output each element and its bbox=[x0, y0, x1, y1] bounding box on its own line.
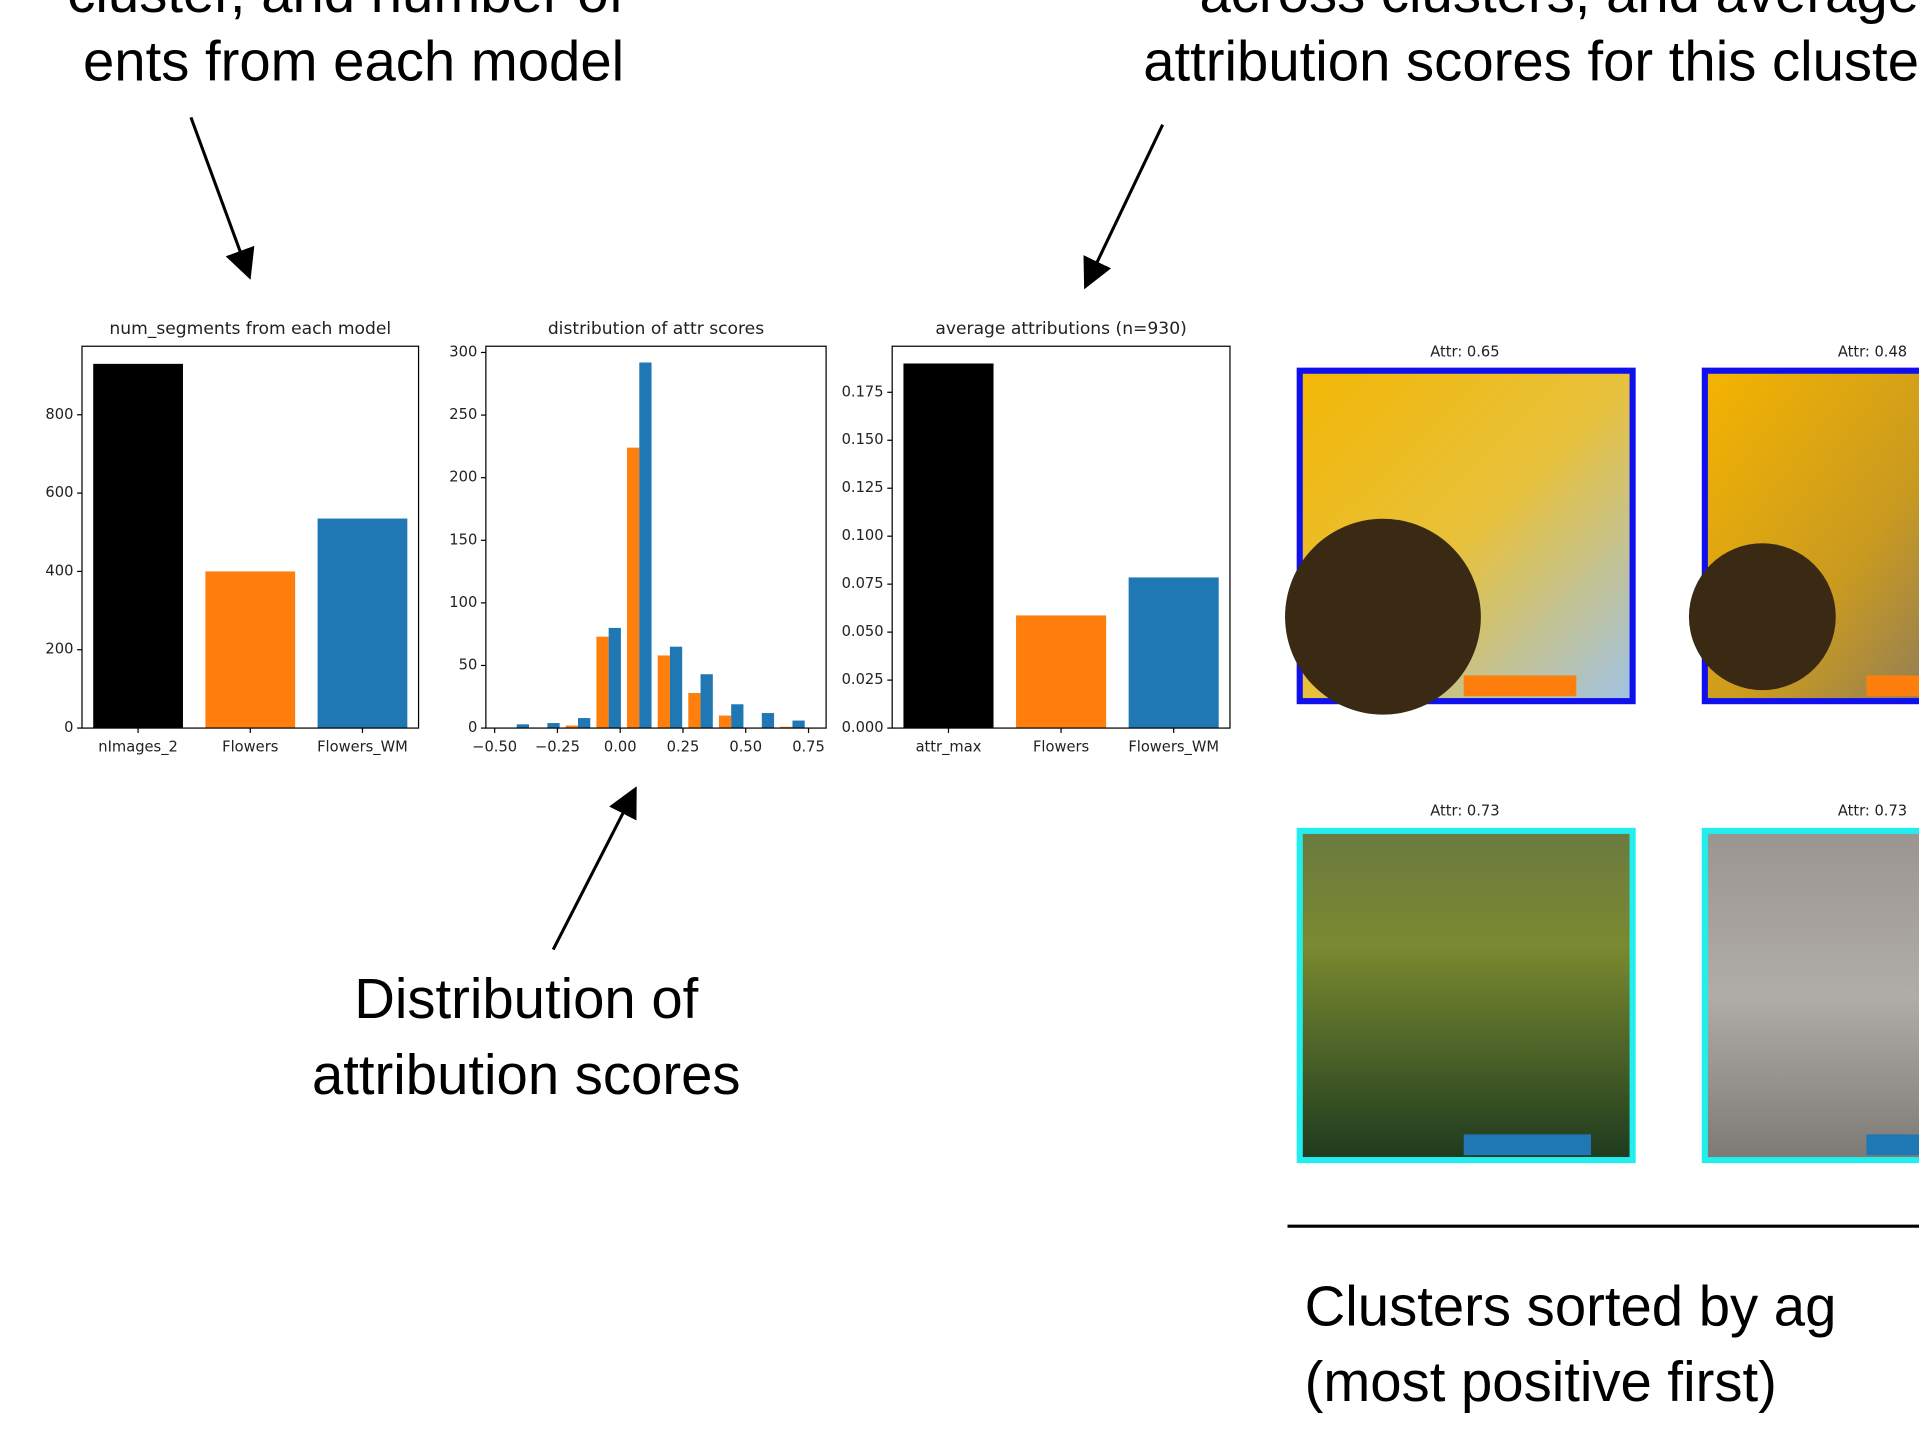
bar bbox=[657, 655, 670, 729]
annotation: across clusters, and average bbox=[1199, 0, 1919, 24]
annotation: (most positive first) bbox=[1305, 1350, 1777, 1413]
y-tick-label: 300 bbox=[449, 343, 477, 360]
tile-title: Attr: 0.65 bbox=[1430, 343, 1499, 360]
tile-indicator bbox=[1866, 1134, 1919, 1156]
bar bbox=[578, 718, 591, 729]
y-tick-label: 0.025 bbox=[842, 671, 884, 688]
x-tick-label: −0.25 bbox=[535, 739, 580, 756]
arrow bbox=[551, 786, 637, 951]
x-tick-label: 0.00 bbox=[604, 739, 637, 756]
tile-title: Attr: 0.73 bbox=[1430, 802, 1499, 819]
bar bbox=[1016, 615, 1107, 729]
bar bbox=[565, 725, 579, 729]
tile-image bbox=[1701, 827, 1919, 1164]
x-tick-label: Flowers_WM bbox=[1128, 739, 1219, 756]
x-tick-label: 0.50 bbox=[729, 739, 762, 756]
bar bbox=[780, 726, 793, 729]
bar bbox=[700, 674, 713, 729]
y-tick-label: 200 bbox=[449, 469, 477, 486]
chart-title: distribution of attr scores bbox=[548, 319, 764, 339]
bar bbox=[608, 627, 621, 729]
annotation: Distribution of bbox=[354, 967, 698, 1030]
tile-title: Attr: 0.48 bbox=[1838, 343, 1907, 360]
axes-frame bbox=[485, 345, 827, 729]
arrows bbox=[189, 116, 1919, 1228]
y-tick-label: 0.150 bbox=[842, 431, 884, 448]
y-tick-label: 0.000 bbox=[842, 719, 884, 736]
bar bbox=[317, 518, 408, 729]
annotation: ents from each model bbox=[83, 30, 624, 93]
x-tick-label: Flowers bbox=[222, 739, 278, 756]
bar bbox=[761, 713, 775, 729]
y-tick-label: 100 bbox=[449, 594, 477, 611]
bar bbox=[718, 715, 732, 729]
tile-detail bbox=[1285, 518, 1481, 715]
chart-title: num_segments from each model bbox=[109, 319, 391, 339]
bar bbox=[639, 362, 652, 729]
tile-indicator bbox=[1866, 675, 1919, 697]
annotation: cluster, and number of bbox=[67, 0, 624, 24]
y-tick-label: 250 bbox=[449, 406, 477, 423]
tile-indicator bbox=[1463, 675, 1577, 697]
bar bbox=[547, 723, 560, 729]
annotation: attribution scores bbox=[312, 1043, 741, 1106]
x-tick-label: Flowers_WM bbox=[317, 739, 408, 756]
tile-indicator bbox=[1463, 1134, 1592, 1156]
x-tick-label: nImages_2 bbox=[98, 739, 178, 756]
annotation: attribution scores for this cluste bbox=[1143, 30, 1919, 93]
tile-title: Attr: 0.73 bbox=[1838, 802, 1907, 819]
y-tick-label: 0.050 bbox=[842, 623, 884, 640]
y-tick-label: 800 bbox=[45, 406, 73, 423]
x-tick-label: Flowers bbox=[1033, 739, 1089, 756]
x-tick-label: 0.75 bbox=[792, 739, 825, 756]
tile-detail bbox=[1688, 543, 1836, 691]
bar bbox=[792, 720, 805, 729]
tile-image bbox=[1296, 827, 1636, 1164]
bar bbox=[731, 704, 744, 729]
annotation: Clusters sorted by ag bbox=[1305, 1274, 1837, 1337]
bar bbox=[596, 636, 609, 729]
y-tick-label: 0.075 bbox=[842, 575, 884, 592]
y-tick-label: 0.100 bbox=[842, 527, 884, 544]
y-tick-label: 600 bbox=[45, 484, 73, 501]
y-tick-label: 50 bbox=[459, 656, 478, 673]
x-tick-label: 0.25 bbox=[667, 739, 700, 756]
bar bbox=[688, 693, 701, 729]
y-tick-label: 0 bbox=[64, 719, 73, 736]
bar bbox=[669, 646, 683, 729]
bar bbox=[1128, 577, 1219, 729]
y-tick-label: 0.125 bbox=[842, 479, 884, 496]
bar bbox=[205, 571, 296, 729]
axes-frame bbox=[81, 345, 420, 729]
x-tick-label: attr_max bbox=[916, 739, 982, 756]
chart-title: average attributions (n=930) bbox=[935, 319, 1186, 339]
y-tick-label: 200 bbox=[45, 641, 73, 658]
axes-frame bbox=[891, 345, 1231, 729]
y-tick-label: 400 bbox=[45, 562, 73, 579]
y-tick-label: 150 bbox=[449, 531, 477, 548]
bar bbox=[903, 363, 994, 729]
x-tick-label: −0.50 bbox=[472, 739, 517, 756]
y-tick-label: 0.175 bbox=[842, 383, 884, 400]
bar bbox=[627, 447, 640, 729]
tiles bbox=[1285, 367, 1919, 1164]
bar bbox=[93, 363, 183, 729]
arrow bbox=[189, 116, 255, 280]
bar bbox=[516, 724, 530, 729]
arrow bbox=[1083, 124, 1165, 290]
y-tick-label: 0 bbox=[468, 719, 477, 736]
